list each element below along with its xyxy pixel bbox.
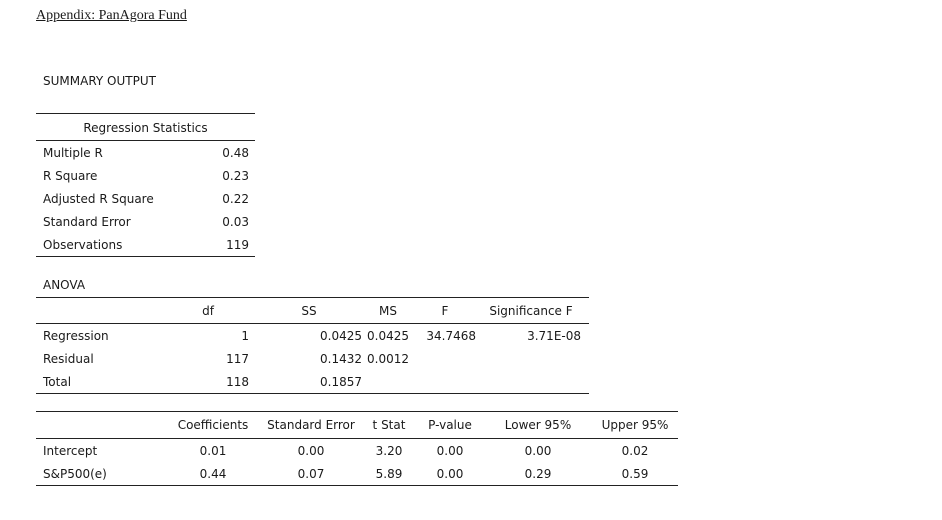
table-cell: 0.00 (524, 443, 552, 458)
column-header: Significance F (480, 297, 589, 324)
table-cell: Total (43, 374, 72, 389)
table-cell: 0.29 (524, 466, 552, 481)
table-cell: 0.59 (621, 466, 649, 481)
table-cell (413, 347, 480, 370)
table-cell (480, 347, 589, 370)
table-cell: 0.0425 (367, 328, 409, 343)
column-header: Coefficients (166, 411, 260, 439)
table-row: Standard Error 0.03 (36, 210, 255, 233)
column-header: Lower 95% (484, 411, 592, 439)
stat-label: Multiple R (43, 145, 103, 160)
table-cell (366, 370, 413, 394)
table-row: Multiple R 0.48 (36, 141, 255, 165)
coefficients-table: Coefficients Standard Error t Stat P-val… (36, 411, 678, 486)
table-row: Observations 119 (36, 233, 255, 257)
column-header: t Stat (362, 411, 416, 439)
table-row: Regression 1 0.0425 0.0425 34.7468 3.71E… (36, 324, 589, 348)
stat-value: 0.22 (222, 191, 249, 206)
column-header: F (413, 297, 480, 324)
stat-value: 0.03 (222, 214, 249, 229)
table-cell: 0.1857 (320, 374, 362, 389)
table-cell: 0.00 (436, 466, 464, 481)
column-header: Standard Error (260, 411, 362, 439)
table-cell: 3.20 (375, 443, 403, 458)
table-row: Intercept 0.01 0.00 3.20 0.00 0.00 0.02 (36, 439, 678, 463)
column-header (36, 297, 166, 324)
table-row: Residual 117 0.1432 0.0012 (36, 347, 589, 370)
stat-label: Standard Error (43, 214, 131, 229)
table-cell: Regression (43, 328, 109, 343)
table-cell: S&P500(e) (43, 466, 107, 481)
table-cell: 0.0425 (320, 328, 362, 343)
table-cell: 0.02 (621, 443, 649, 458)
table-cell: 118 (226, 374, 249, 389)
stat-label: Observations (43, 237, 123, 252)
table-cell: 117 (226, 351, 249, 366)
regression-statistics-table: Regression Statistics Multiple R 0.48 R … (36, 113, 255, 257)
stat-label: Adjusted R Square (43, 191, 154, 206)
table-cell: 3.71E-08 (527, 328, 581, 343)
regression-statistics-header: Regression Statistics (36, 113, 255, 141)
table-row: R Square 0.23 (36, 164, 255, 187)
table-cell: 0.44 (199, 466, 227, 481)
stat-label: R Square (43, 168, 98, 183)
column-header: P-value (416, 411, 484, 439)
table-cell: Residual (43, 351, 94, 366)
table-header-row: Coefficients Standard Error t Stat P-val… (36, 411, 678, 439)
table-row: Adjusted R Square 0.22 (36, 187, 255, 210)
anova-title: ANOVA (43, 278, 86, 292)
table-cell: 0.07 (297, 466, 325, 481)
column-header (36, 411, 166, 439)
table-cell: Intercept (43, 443, 98, 458)
table-cell: 34.7468 (426, 328, 476, 343)
table-header-row: df SS MS F Significance F (36, 297, 589, 324)
appendix-title: Appendix: PanAgora Fund (36, 8, 187, 23)
table-cell: 0.00 (297, 443, 325, 458)
column-header: MS (366, 297, 413, 324)
summary-output-title: SUMMARY OUTPUT (43, 74, 156, 88)
table-row: Total 118 0.1857 (36, 370, 589, 394)
table-cell: 5.89 (375, 466, 403, 481)
stat-value: 0.48 (222, 145, 249, 160)
stat-value: 0.23 (222, 168, 249, 183)
table-cell: 1 (241, 328, 249, 343)
table-row: S&P500(e) 0.44 0.07 5.89 0.00 0.29 0.59 (36, 462, 678, 486)
anova-table: df SS MS F Significance F Regression 1 0… (36, 297, 589, 394)
stat-value: 119 (226, 237, 249, 252)
column-header: Upper 95% (592, 411, 678, 439)
table-cell: 0.0012 (367, 351, 409, 366)
table-cell: 0.1432 (320, 351, 362, 366)
table-cell (413, 370, 480, 394)
table-cell: 0.00 (436, 443, 464, 458)
column-header: SS (255, 297, 366, 324)
table-cell: 0.01 (199, 443, 227, 458)
column-header: df (166, 297, 255, 324)
table-cell (480, 370, 589, 394)
